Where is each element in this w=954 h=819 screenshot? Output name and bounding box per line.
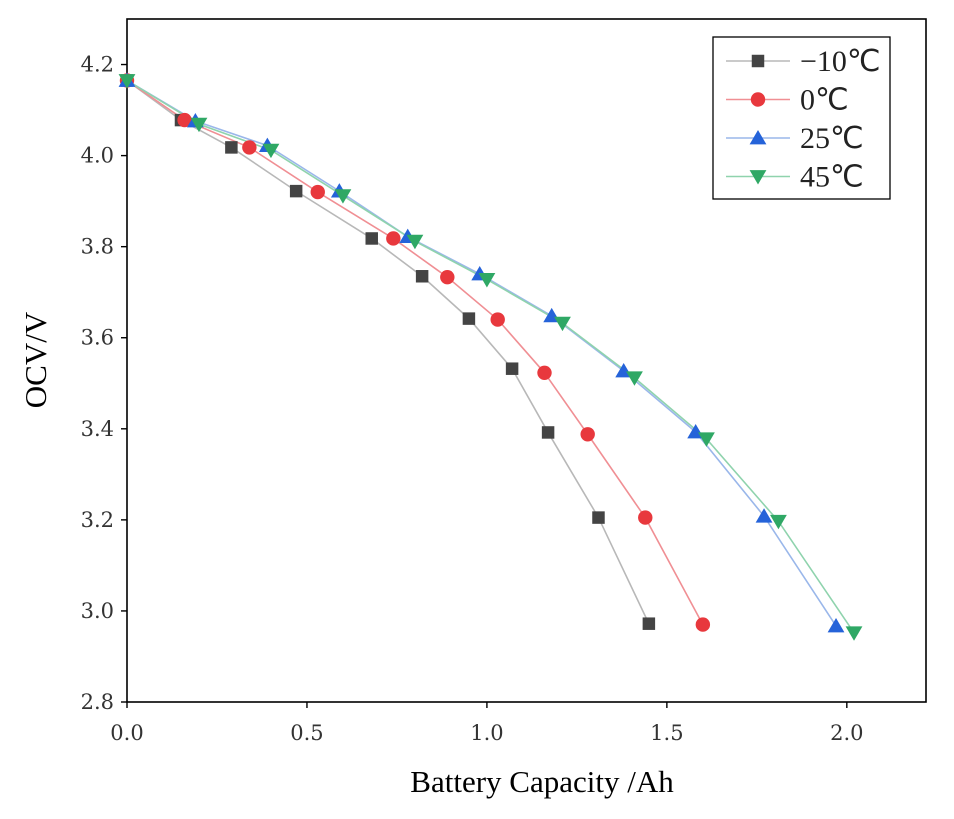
legend-label: 0℃ [800, 84, 849, 117]
data-point-1 [242, 140, 257, 155]
y-tick-label: 4.2 [81, 53, 114, 77]
data-point-3 [118, 74, 136, 89]
data-point-0 [415, 270, 429, 283]
legend-label: −10℃ [800, 45, 881, 78]
data-point-1 [695, 617, 711, 632]
data-point-0 [592, 511, 605, 524]
data-point-3 [626, 371, 643, 386]
data-point-2 [755, 508, 773, 523]
x-axis-title: Battery Capacity /Ah [410, 764, 674, 799]
data-point-1 [490, 312, 505, 327]
legend-box [712, 36, 891, 200]
y-tick-label: 3.4 [81, 417, 114, 441]
legend-marker [750, 92, 766, 107]
legend-marker [749, 130, 767, 145]
x-tick-label: 1.0 [470, 721, 503, 745]
x-tick-label: 0.5 [290, 721, 323, 745]
data-point-1 [638, 510, 653, 525]
y-tick-label: 3.6 [81, 326, 114, 350]
data-point-3 [190, 117, 208, 133]
legend-marker [749, 170, 767, 185]
data-point-1 [440, 269, 455, 285]
series-line-0 [126, 79, 650, 625]
legend-label: 45℃ [800, 161, 864, 194]
data-point-1 [580, 427, 595, 442]
y-tick-label: 4.0 [81, 144, 114, 168]
data-point-3 [845, 626, 863, 641]
data-point-0 [365, 232, 378, 245]
data-point-1 [177, 112, 192, 128]
data-point-0 [505, 362, 519, 375]
data-point-3 [770, 514, 787, 530]
data-point-3 [554, 316, 571, 332]
data-point-1 [386, 231, 401, 246]
y-tick-label: 3.8 [81, 235, 114, 259]
x-tick-label: 2.0 [830, 721, 863, 745]
legend: −10℃ 0℃ 25℃ 45℃ [712, 36, 891, 200]
legend-marker [751, 54, 765, 68]
y-tick-label: 3.2 [81, 508, 114, 532]
legend-label: 25℃ [800, 122, 864, 155]
data-point-1 [310, 184, 325, 200]
data-point-3 [478, 273, 496, 288]
axis-ticks: 0.0 0.5 1.0 1.5 2.0 2.8 3.0 3.2 3.4 3.6 3.8 4.0 4.2 [81, 53, 864, 745]
data-point-3 [334, 189, 352, 204]
data-point-2 [827, 617, 845, 633]
data-point-0 [225, 141, 238, 154]
x-tick-label: 1.5 [650, 721, 683, 745]
data-point-0 [642, 617, 656, 630]
data-point-0 [541, 426, 555, 439]
data-point-0 [462, 312, 476, 325]
data-point-0 [289, 184, 303, 198]
data-point-3 [406, 234, 424, 250]
data-point-1 [537, 365, 552, 380]
series-line-1 [126, 79, 704, 625]
data-point-3 [698, 432, 715, 447]
data-point-3 [262, 143, 280, 159]
x-tick-label: 0.0 [110, 721, 143, 745]
y-tick-label: 3.0 [81, 599, 114, 623]
y-axis-title: OCV/V [18, 311, 53, 408]
y-tick-label: 2.8 [81, 690, 114, 714]
plot-frame [126, 18, 927, 703]
series-markers [118, 72, 863, 641]
